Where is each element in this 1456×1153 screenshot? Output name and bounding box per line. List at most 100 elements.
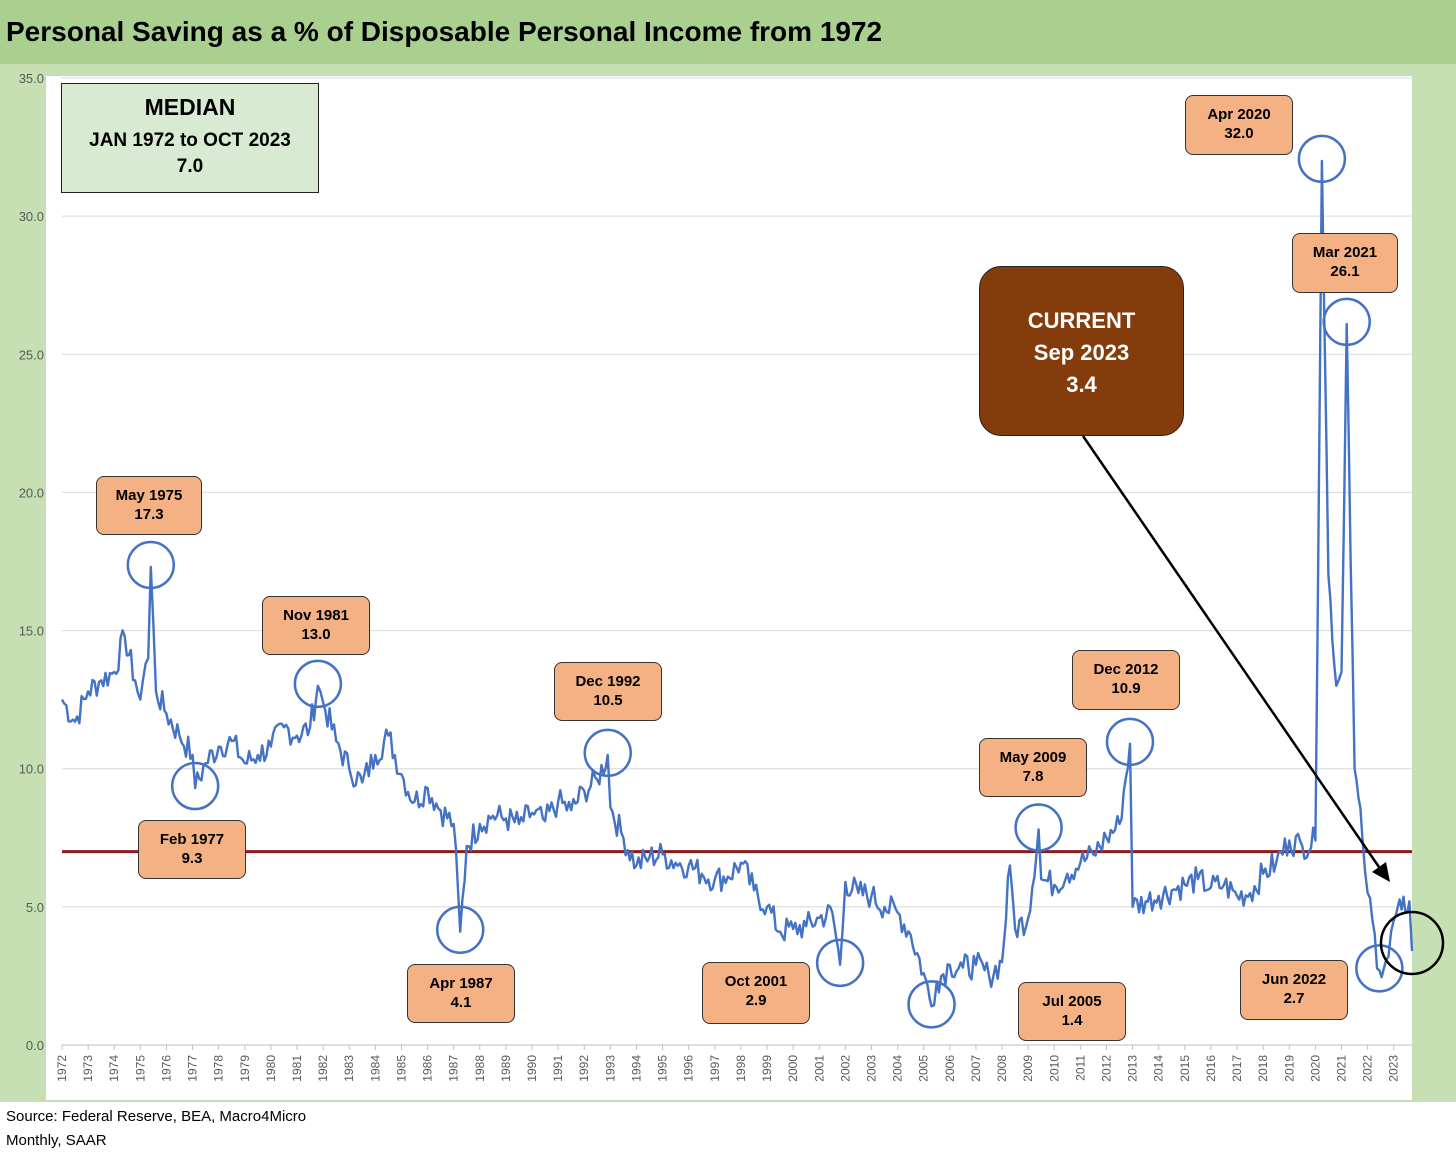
source-note: Source: Federal Reserve, BEA, Macro4Micr… [6, 1108, 307, 1125]
x-tick-label: 1992 [577, 1055, 591, 1082]
x-tick-label: 1996 [682, 1055, 696, 1082]
x-tick-label: 1991 [551, 1055, 565, 1082]
current-callout: CURRENT Sep 2023 3.4 [979, 266, 1184, 436]
x-tick-label: 1985 [394, 1055, 408, 1082]
highlight-circle [1014, 803, 1063, 852]
x-tick-label: 1995 [656, 1055, 670, 1082]
annotation-value: 10.5 [593, 692, 623, 709]
x-tick-label: 1986 [421, 1055, 435, 1082]
y-tick-label: 30.0 [19, 209, 44, 224]
y-tick-label: 5.0 [26, 900, 44, 915]
x-tick-label: 1973 [81, 1055, 95, 1082]
footer: Source: Federal Reserve, BEA, Macro4Micr… [0, 1102, 1456, 1153]
x-tick-label: 2020 [1308, 1055, 1322, 1082]
annotation-jun-2022: Jun 2022 2.7 [1240, 960, 1348, 1020]
y-tick-label: 25.0 [19, 347, 44, 362]
x-tick-label: 2014 [1152, 1055, 1166, 1082]
highlight-circle [293, 659, 343, 709]
current-arrow-head [1372, 862, 1390, 882]
annotation-date: Mar 2021 [1312, 244, 1378, 261]
current-arrow [1081, 435, 1383, 871]
chart-svg: 0.0 5.0 10.0 15.0 20.0 25.0 30.0 35.0 1972 1973 1… [19, 71, 1445, 1082]
x-tick-label: 2004 [891, 1055, 905, 1082]
annotation-value: 13.0 [301, 626, 331, 643]
annotation-may-1975: May 1975 17.3 [96, 476, 202, 535]
x-tick-label: 2018 [1256, 1055, 1270, 1082]
y-tick-label: 15.0 [19, 624, 44, 639]
y-tick-label: 35.0 [19, 71, 44, 86]
annotation-feb-1977: Feb 1977 9.3 [138, 820, 246, 879]
x-tick-label: 2022 [1361, 1055, 1375, 1082]
x-tick-label: 1983 [342, 1055, 356, 1082]
highlight-circles [126, 134, 1445, 1029]
y-tick-label: 10.0 [19, 762, 44, 777]
annotation-mar-2021: Mar 2021 26.1 [1292, 233, 1398, 293]
x-axis-ticks: 1972 1973 1974 1975 1976 1977 1978 1979 1980 1981… [55, 1045, 1401, 1082]
annotation-date: Nov 1981 [283, 607, 349, 624]
annotation-dec-2012: Dec 2012 10.9 [1072, 650, 1180, 710]
x-tick-label: 1994 [629, 1055, 643, 1082]
annotation-value: 32.0 [1224, 125, 1254, 142]
highlight-circle [170, 761, 220, 811]
annotation-value: 10.9 [1111, 680, 1141, 697]
x-tick-label: 2017 [1230, 1055, 1244, 1082]
annotation-date: Dec 1992 [575, 673, 641, 690]
highlight-circle [1355, 944, 1404, 993]
y-tick-label: 20.0 [19, 485, 44, 500]
x-tick-label: 1975 [133, 1055, 147, 1082]
x-tick-label: 1978 [212, 1055, 226, 1082]
x-tick-label: 1993 [603, 1055, 617, 1082]
annotation-value: 26.1 [1330, 263, 1360, 280]
x-tick-label: 1980 [264, 1055, 278, 1082]
x-tick-label: 2021 [1334, 1055, 1348, 1082]
median-range: JAN 1972 to OCT 2023 [89, 130, 291, 151]
median-heading: MEDIAN [144, 94, 236, 120]
x-tick-label: 1989 [499, 1055, 513, 1082]
x-tick-label: 2003 [864, 1055, 878, 1082]
median-box: MEDIAN JAN 1972 to OCT 2023 7.0 [61, 83, 319, 193]
frequency-note: Monthly, SAAR [6, 1132, 107, 1149]
current-date: Sep 2023 [1033, 340, 1130, 365]
annotation-date: May 2009 [999, 749, 1067, 766]
x-tick-label: 1997 [708, 1055, 722, 1082]
x-tick-label: 2008 [995, 1055, 1009, 1082]
annotation-value: 2.7 [1283, 990, 1305, 1007]
highlight-circle [1105, 717, 1155, 767]
plot-area [46, 76, 1412, 1100]
x-tick-label: 1998 [734, 1055, 748, 1082]
highlight-circle [815, 938, 865, 988]
x-tick-label: 1990 [525, 1055, 539, 1082]
annotation-jul-2005: Jul 2005 1.4 [1018, 982, 1126, 1041]
annotation-may-2009: May 2009 7.8 [979, 738, 1087, 797]
x-tick-label: 2016 [1204, 1055, 1218, 1082]
annotation-value: 2.9 [745, 992, 767, 1009]
median-value: 7.0 [176, 156, 204, 177]
x-tick-label: 1974 [107, 1055, 121, 1082]
highlight-circle [435, 905, 485, 954]
x-tick-label: 2000 [786, 1055, 800, 1082]
annotation-date: Jun 2022 [1261, 971, 1327, 988]
x-tick-label: 2002 [838, 1055, 852, 1082]
x-tick-label: 1979 [238, 1055, 252, 1082]
annotation-apr-1987: Apr 1987 4.1 [407, 964, 515, 1023]
x-tick-label: 1982 [316, 1055, 330, 1082]
y-tick-label: 0.0 [26, 1038, 44, 1053]
x-tick-label: 1999 [760, 1055, 774, 1082]
current-label: CURRENT [1027, 308, 1136, 333]
x-tick-label: 1988 [473, 1055, 487, 1082]
x-tick-label: 1984 [368, 1055, 382, 1082]
highlight-circle [1322, 297, 1371, 347]
x-tick-label: 2011 [1073, 1055, 1087, 1081]
highlight-circle [1297, 134, 1347, 184]
highlight-circle [583, 728, 632, 778]
highlight-circle [907, 980, 956, 1029]
x-tick-label: 2005 [917, 1055, 931, 1082]
y-axis-ticks: 0.0 5.0 10.0 15.0 20.0 25.0 30.0 35.0 [19, 71, 44, 1053]
x-tick-label: 1977 [186, 1055, 200, 1082]
annotation-date: Apr 1987 [429, 975, 493, 992]
x-tick-label: 1987 [447, 1055, 461, 1082]
x-tick-label: 1972 [55, 1055, 69, 1082]
x-tick-label: 2015 [1178, 1055, 1192, 1082]
annotation-oct-2001: Oct 2001 2.9 [702, 962, 810, 1024]
x-tick-label: 2023 [1387, 1055, 1401, 1082]
